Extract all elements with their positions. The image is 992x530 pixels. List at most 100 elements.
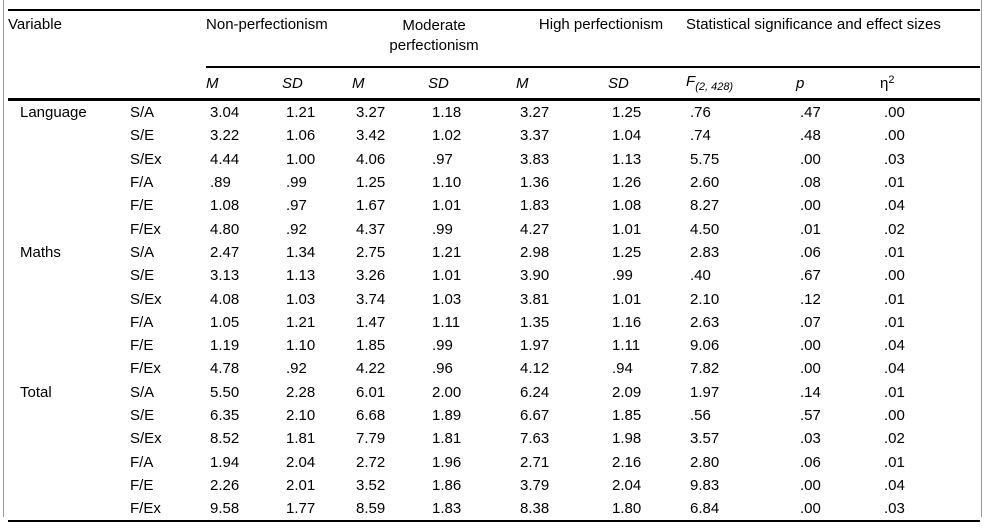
cell-value: 1.34	[286, 243, 316, 261]
cell-value: 6.67	[520, 407, 550, 424]
cell-value: .00	[800, 197, 821, 215]
stat-header-row: M SD M SD M SD F(2, 428) p η2	[8, 67, 981, 101]
cell-value: 2.71	[520, 453, 550, 471]
cell-value: 1.08	[210, 197, 240, 215]
cell-value: .01	[884, 453, 905, 471]
cell-value: 1.10	[432, 174, 462, 192]
cell-value: 6.24	[520, 383, 550, 401]
cell-subscale-label: S/Ex	[130, 430, 162, 448]
table-row: F/Ex 4.80 .92 4.37 .99 4.27 1.01 4.50 .01 .02	[8, 217, 980, 240]
cell-value: .08	[800, 174, 821, 192]
cell-subscale-label: F/E	[130, 337, 154, 355]
cell-value: 1.97	[690, 383, 720, 401]
cell-subscale-label: F/Ex	[130, 220, 161, 238]
cell-value: .92	[286, 360, 307, 378]
cell-value: 1.83	[520, 197, 550, 215]
mean-header-high-perfectionism: M	[516, 67, 609, 101]
cell-value: 1.04	[612, 127, 642, 145]
cell-value: .76	[690, 104, 711, 122]
cell-value: .07	[800, 313, 821, 331]
cell-value: 1.94	[210, 453, 240, 471]
table-row: Maths S/A 2.47 1.34 2.75 1.21 2.98 1.25 2.83 .06.…	[8, 241, 980, 264]
cell-value: 3.90	[520, 267, 550, 285]
table-body: Language S/A 3.04 1.21 3.27 1.18 3.27 1.25 .76 .4…	[8, 100, 981, 523]
cell-value: 9.58	[206, 497, 283, 523]
eta-squared-header: η2	[880, 67, 981, 101]
cell-value: 1.21	[432, 243, 462, 261]
cell-value: 2.09	[612, 383, 642, 401]
cell-value: 1.47	[356, 313, 386, 331]
cell-value: .99	[286, 174, 307, 192]
cell-value: 3.37	[520, 127, 550, 145]
cell-section-label	[8, 357, 118, 380]
cell-subscale-label: S/E	[130, 267, 155, 285]
cell-value: .00	[884, 127, 905, 145]
cell-value: 2.63	[690, 313, 720, 331]
sd-header-moderate-perfectionism: SD	[428, 67, 517, 101]
cell-value: 1.13	[612, 150, 642, 168]
table-row: S/E 6.35 2.10 6.68 1.89 6.67 1.85 .56 .57 .00	[8, 404, 980, 427]
table-row: F/Ex 4.78 .92 4.22 .96 4.12 .94 7.82 .00 .04	[8, 357, 980, 380]
cell-value: 7.63	[520, 430, 550, 448]
cell-value: 1.11	[612, 337, 641, 355]
cell-value: 3.13	[210, 267, 240, 285]
cell-value: 1.98	[612, 430, 642, 448]
cell-subscale-label: F/A	[130, 174, 154, 192]
cell-value: 1.96	[432, 453, 462, 471]
cell-value: 1.21	[286, 313, 316, 331]
cell-value: 4.44	[210, 150, 240, 168]
cell-value: 2.16	[612, 453, 642, 471]
f-statistic-header: F(2, 428)	[686, 67, 797, 101]
cell-value: 3.27	[520, 104, 550, 122]
cell-subscale-label: S/Ex	[130, 150, 162, 168]
cell-subscale-label: S/A	[130, 383, 155, 401]
cell-value: 1.16	[612, 313, 642, 331]
cell-subscale-label: F/Ex	[118, 497, 207, 523]
cell-value: .56	[690, 407, 711, 424]
table-row: F/Ex 9.58 1.77 8.59 1.83 8.38 1.80 6.84.00.03	[8, 497, 981, 523]
cell-value: 6.68	[356, 407, 386, 424]
cell-value: 3.04	[210, 104, 240, 122]
cell-value: 1.81	[432, 430, 462, 448]
sd-header-high-perfectionism: SD	[608, 67, 687, 101]
cell-value: 4.22	[356, 360, 386, 378]
table-row: F/A 1.94 2.04 2.72 1.96 2.71 2.16 2.80 .06 .01	[8, 450, 980, 473]
table-frame-right-border	[981, 0, 982, 517]
cell-value: 5.50	[210, 383, 240, 401]
table-row: F/E 1.19 1.10 1.85 .99 1.97 1.11 9.06 .00 .04	[8, 334, 980, 357]
cell-value: .04	[884, 197, 905, 215]
cell-value: 1.01	[612, 290, 642, 308]
cell-value: 4.78	[210, 360, 240, 378]
cell-value: .67	[800, 267, 821, 285]
table-frame-left-border	[3, 0, 4, 517]
cell-value: .02	[884, 220, 905, 238]
cell-value: .00	[884, 407, 905, 424]
cell-section-label	[8, 194, 118, 217]
cell-value: 1.80	[608, 497, 687, 523]
cell-value: .00	[800, 476, 821, 494]
cell-value: .89	[210, 174, 231, 192]
cell-subscale-label: F/A	[130, 453, 154, 471]
cell-section-label	[8, 334, 118, 357]
cell-value: 1.89	[432, 407, 462, 424]
cell-value: 2.83	[690, 243, 720, 261]
cell-value: .04	[884, 360, 905, 378]
cell-value: .00	[800, 150, 821, 168]
cell-value: 4.12	[520, 360, 550, 378]
cell-value: .01	[884, 243, 905, 261]
cell-section-label	[8, 217, 118, 240]
cell-value: 2.04	[286, 453, 316, 471]
cell-value: 8.59	[352, 497, 429, 523]
cell-value: 1.06	[286, 127, 316, 145]
cell-section-label	[8, 264, 118, 287]
table-header: Variable Non-perfectionism Moderate perf…	[8, 9, 981, 101]
cell-value: 4.50	[690, 220, 720, 238]
cell-value: 4.80	[210, 220, 240, 238]
cell-value: .97	[286, 197, 307, 215]
cell-value: 1.25	[612, 243, 642, 261]
cell-value: 1.25	[612, 104, 642, 122]
cell-value: 3.26	[356, 267, 386, 285]
cell-value: .00	[800, 360, 821, 378]
table-row: S/E 3.22 1.06 3.42 1.02 3.37 1.04 .74 .48 .00	[8, 124, 980, 147]
table-row: S/Ex 4.08 1.03 3.74 1.03 3.81 1.01 2.10 .12 .01	[8, 287, 980, 310]
